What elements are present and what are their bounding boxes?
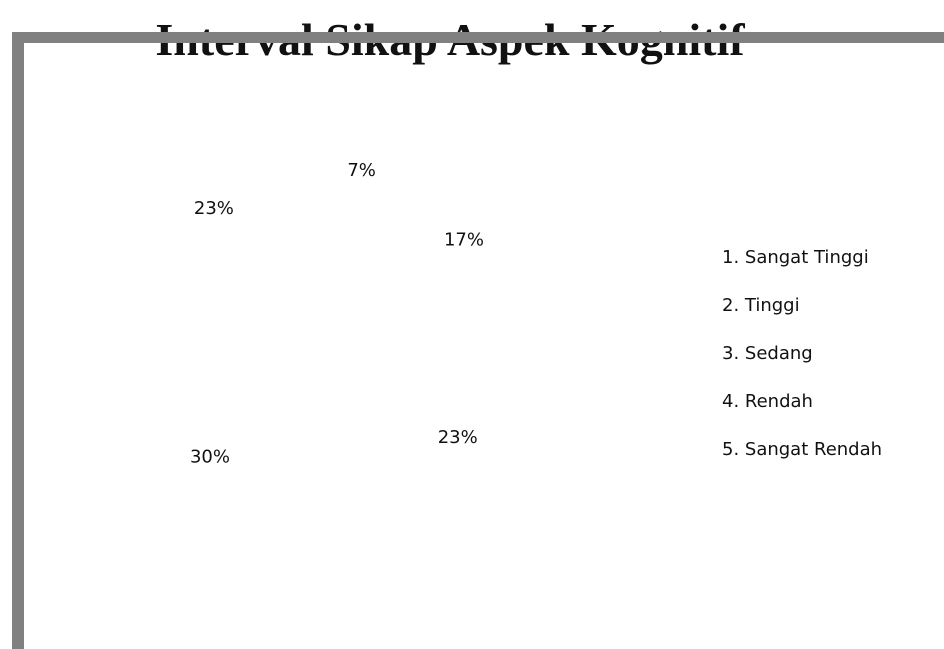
pie-slice: [325, 126, 555, 336]
data-label: 23%: [438, 427, 478, 448]
frame-left: [12, 32, 24, 649]
legend-entry: 3. Sedang: [722, 343, 813, 364]
legend-entry: 5. Sangat Rendah: [722, 439, 882, 460]
legend-entry: 4. Rendah: [722, 391, 813, 412]
legend-entry: 2. Tinggi: [722, 295, 800, 316]
frame-top: [12, 32, 944, 43]
pie-slice: [325, 320, 555, 561]
data-label: 17%: [444, 230, 484, 251]
pie-slice: [325, 105, 423, 335]
data-label: 7%: [347, 160, 376, 181]
pie-slice: [96, 105, 325, 335]
data-label: 30%: [190, 446, 230, 467]
legend-entry: 1. Sangat Tinggi: [722, 247, 869, 268]
data-label: 23%: [194, 198, 234, 219]
plot: 7% 17% 23% 30% 23% 1. Sangat Tinggi 2. Tinggi 3…: [94, 105, 882, 565]
pie-slice: [94, 306, 369, 565]
